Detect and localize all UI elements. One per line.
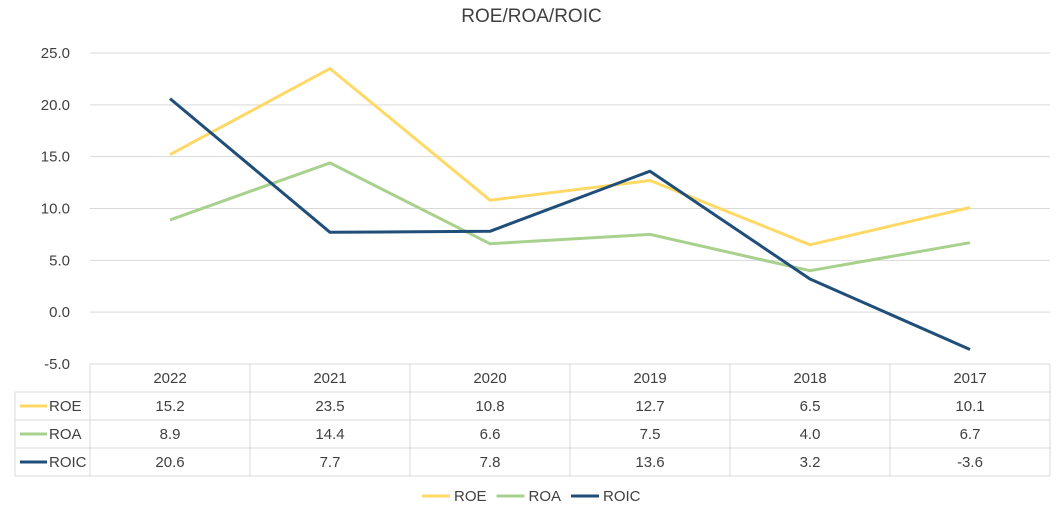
series-lines xyxy=(169,67,971,351)
y-axis-ticks: 25.0 20.0 15.0 10.0 5.0 0.0 -5.0 xyxy=(41,45,70,373)
series-line-roic xyxy=(169,97,971,351)
legend-label: ROE xyxy=(454,488,487,505)
y-tick-label: 15.0 xyxy=(41,149,70,166)
y-tick-label: 0.0 xyxy=(49,304,70,321)
data-label: 14.4 xyxy=(315,426,344,443)
y-tick-label: 20.0 xyxy=(41,97,70,114)
series-line-roa xyxy=(169,161,971,273)
data-label: 3.2 xyxy=(800,454,821,471)
y-tick-label: 10.0 xyxy=(41,201,70,218)
x-tick-label: 2017 xyxy=(953,370,986,387)
data-label: 6.5 xyxy=(800,398,821,415)
data-label: 12.7 xyxy=(635,398,664,415)
data-label: 10.1 xyxy=(955,398,984,415)
data-label: 7.7 xyxy=(320,454,341,471)
x-tick-label: 2021 xyxy=(313,370,346,387)
table-series-name: ROIC xyxy=(49,454,87,471)
data-label: 6.7 xyxy=(960,426,981,443)
table-series-name: ROE xyxy=(49,398,82,415)
x-tick-label: 2018 xyxy=(793,370,826,387)
y-tick-label: -5.0 xyxy=(44,356,70,373)
legend-label: ROA xyxy=(529,488,562,505)
data-table: 2022 2021 2020 2019 2018 2017 ROE 15.2 23.5 10.8 1… xyxy=(14,363,1051,477)
data-label: 15.2 xyxy=(155,398,184,415)
data-label: 23.5 xyxy=(315,398,344,415)
gridlines xyxy=(90,52,1050,365)
legend-label: ROIC xyxy=(603,488,641,505)
data-label: 6.6 xyxy=(480,426,501,443)
chart-title: ROE/ROA/ROIC xyxy=(461,6,602,27)
y-tick-label: 25.0 xyxy=(41,45,70,62)
legend: ROE ROA ROIC xyxy=(422,488,641,505)
data-label: 8.9 xyxy=(160,426,181,443)
data-label: -3.6 xyxy=(957,454,983,471)
y-tick-label: 5.0 xyxy=(49,252,70,269)
x-tick-label: 2020 xyxy=(473,370,506,387)
x-tick-label: 2019 xyxy=(633,370,666,387)
data-label: 4.0 xyxy=(800,426,821,443)
series-line-roe xyxy=(169,67,971,247)
table-series-name: ROA xyxy=(49,426,82,443)
data-label: 7.5 xyxy=(640,426,661,443)
data-label: 7.8 xyxy=(480,454,501,471)
data-label: 13.6 xyxy=(635,454,664,471)
x-tick-label: 2022 xyxy=(153,370,186,387)
data-label: 10.8 xyxy=(475,398,504,415)
data-label: 20.6 xyxy=(155,454,184,471)
